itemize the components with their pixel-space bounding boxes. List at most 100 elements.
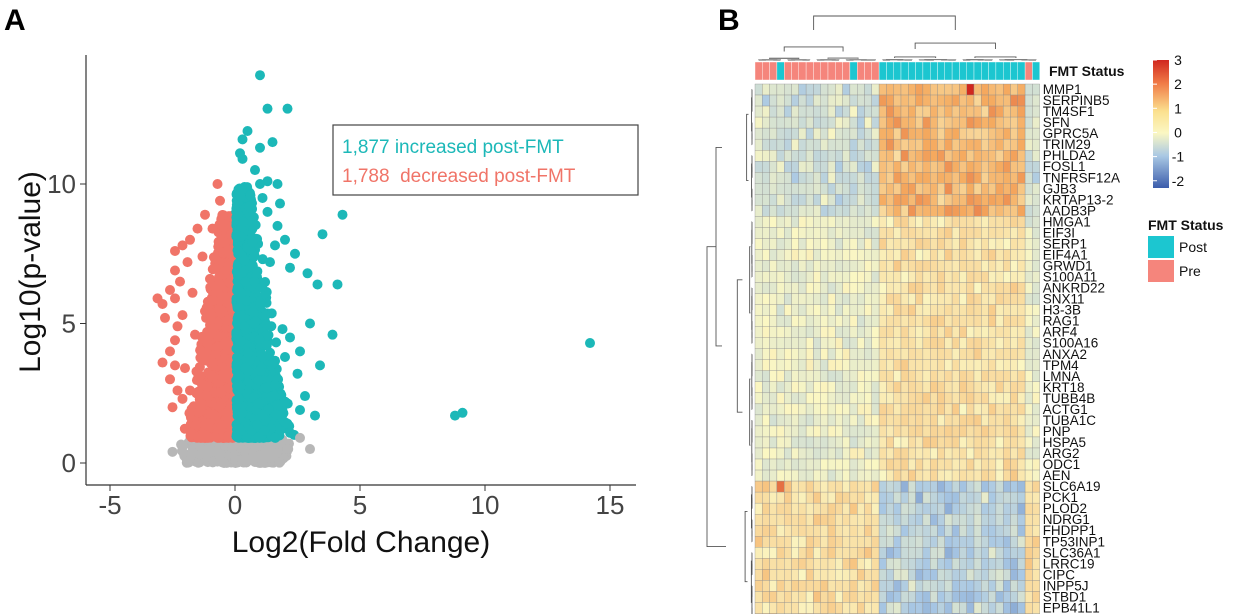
heatmap-cell	[915, 558, 924, 570]
heatmap-cell	[769, 525, 778, 537]
heatmap-cell	[893, 569, 902, 581]
heatmap-cell	[1032, 381, 1040, 394]
heatmap-cell	[1003, 150, 1011, 162]
heatmap-cell	[995, 205, 1004, 217]
point-decreased	[224, 383, 235, 394]
heatmap-cell	[981, 525, 989, 537]
heatmap-cell	[805, 502, 814, 515]
heatmap-cell	[791, 127, 799, 140]
heatmap-cell	[973, 94, 982, 107]
heatmap-cell	[908, 381, 916, 394]
heatmap-cell	[769, 602, 778, 614]
heatmap-cell	[805, 458, 814, 471]
heatmap-cell	[813, 591, 821, 603]
heatmap-cell	[981, 547, 989, 559]
heatmap-cell	[776, 425, 785, 438]
point-increased	[238, 216, 249, 227]
heatmap-cell	[776, 161, 785, 173]
heatmap-cell	[886, 436, 894, 449]
heatmap-cell	[762, 238, 770, 250]
heatmap-cell	[915, 569, 924, 581]
heatmap-cell	[849, 447, 858, 460]
heatmap-cell	[798, 161, 807, 173]
heatmap-cell	[908, 172, 916, 184]
heatmap-cell	[930, 569, 938, 581]
heatmap-cell	[1003, 502, 1011, 515]
dendrogram-branch	[974, 56, 1017, 58]
point-decreased	[220, 237, 230, 248]
heatmap-cell	[988, 326, 997, 338]
heatmap-cell	[878, 359, 887, 371]
heatmap-cell	[864, 403, 872, 416]
heatmap-cell	[871, 348, 880, 360]
heatmap-cell	[776, 403, 785, 416]
point-increased	[255, 365, 266, 376]
heatmap-cell	[1003, 216, 1011, 228]
heatmap-cell	[871, 502, 880, 515]
heatmap-cell	[857, 414, 865, 427]
heatmap-cell	[835, 293, 843, 305]
heatmap-cell	[842, 558, 851, 570]
point-increased	[257, 192, 268, 203]
heatmap-cell	[769, 480, 778, 493]
heatmap-cell	[1024, 183, 1033, 195]
heatmap-cell	[769, 227, 778, 239]
heatmap-cell	[893, 216, 902, 228]
point-decreased	[185, 385, 195, 396]
heatmap-cell	[915, 491, 924, 504]
heatmap-cell	[754, 315, 763, 327]
heatmap-cell	[988, 381, 997, 394]
heatmap-cell	[930, 502, 938, 515]
heatmap-cell	[1003, 227, 1011, 239]
dendrogram-branch	[813, 15, 956, 30]
heatmap-cell	[762, 392, 770, 405]
heatmap-cell	[776, 216, 785, 228]
heatmap-cell	[871, 172, 880, 184]
heatmap-cell	[784, 138, 792, 151]
heatmap-cell	[886, 425, 894, 438]
heatmap-cell	[937, 447, 945, 460]
heatmap-cell	[762, 138, 770, 151]
heatmap-cell	[849, 558, 858, 570]
heatmap-cell	[951, 348, 960, 360]
heatmap-cell	[988, 447, 997, 460]
heatmap-cell	[1017, 227, 1026, 239]
heatmap-cell	[849, 216, 858, 228]
heatmap-cell	[1024, 502, 1033, 515]
heatmap-cell	[1032, 414, 1040, 427]
heatmap-cell	[820, 458, 829, 471]
heatmap-cell	[966, 469, 975, 482]
heatmap-cell	[805, 249, 814, 261]
dendrogram-branch	[744, 510, 748, 583]
heatmap-cell	[900, 536, 909, 548]
heatmap-cell	[791, 150, 799, 162]
heatmap-cell	[930, 183, 938, 195]
heatmap-cell	[886, 370, 894, 382]
heatmap-cell	[988, 271, 997, 283]
heatmap-cell	[776, 227, 785, 239]
heatmap-cell	[893, 558, 902, 570]
heatmap-cell	[915, 238, 924, 250]
heatmap-cell	[915, 127, 924, 140]
heatmap-cell	[864, 260, 872, 272]
heatmap-cell	[886, 558, 894, 570]
point-increased	[272, 220, 283, 231]
heatmap-cell	[1032, 304, 1040, 316]
heatmap-cell	[959, 536, 967, 548]
point-increased	[270, 379, 280, 390]
heatmap-cell	[784, 569, 792, 581]
heatmap-cell	[944, 94, 953, 107]
heatmap-cell	[857, 547, 865, 559]
heatmap-cell	[1024, 260, 1033, 272]
heatmap-cell	[813, 116, 821, 129]
heatmap-cell	[973, 348, 982, 360]
heatmap-cell	[915, 447, 924, 460]
heatmap-cell	[922, 525, 931, 537]
heatmap-cell	[878, 238, 887, 250]
heatmap-cell	[1024, 216, 1033, 228]
heatmap-cell	[1017, 138, 1026, 151]
heatmap-cell	[988, 227, 997, 239]
heatmap-cell	[798, 536, 807, 548]
heatmap-cell	[762, 480, 770, 493]
heatmap-cell	[776, 205, 785, 217]
